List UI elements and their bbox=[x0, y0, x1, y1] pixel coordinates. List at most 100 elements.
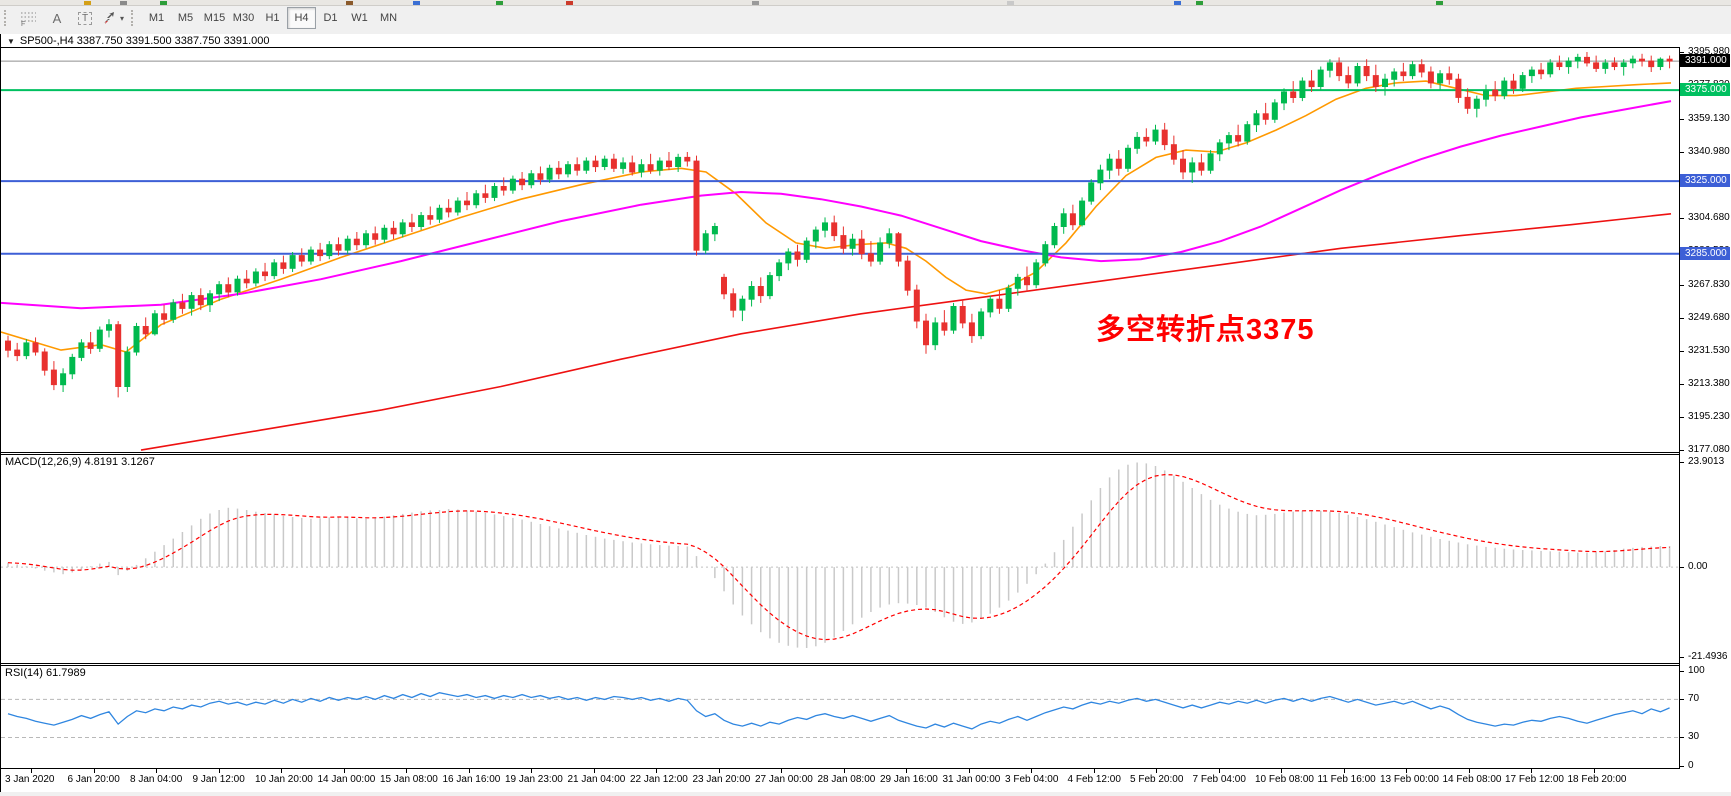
timeframe-button-m30[interactable]: M30 bbox=[232, 12, 255, 24]
candle bbox=[142, 317, 149, 340]
macd-chart[interactable] bbox=[1, 455, 1679, 663]
candlestick-chart[interactable] bbox=[1, 48, 1679, 452]
candle bbox=[1574, 53, 1581, 69]
candle bbox=[904, 255, 911, 296]
candle bbox=[1657, 57, 1664, 71]
candle bbox=[418, 212, 425, 231]
time-axis[interactable]: 3 Jan 2020 6 Jan 20:00 8 Jan 04:00 9 Jan 12… bbox=[1, 769, 1679, 792]
time-axis-label: 4 Feb 12:00 bbox=[1067, 774, 1121, 785]
candle bbox=[592, 155, 599, 172]
candle bbox=[1042, 241, 1049, 267]
arrows-dropdown-caret[interactable]: ▾ bbox=[119, 13, 124, 23]
time-axis-tick bbox=[968, 769, 970, 773]
candle bbox=[1464, 88, 1471, 114]
candle bbox=[390, 221, 397, 240]
arrows-tool-button[interactable]: ▾ bbox=[100, 7, 126, 29]
main-panel-top-border bbox=[1, 47, 1679, 48]
candle bbox=[1189, 157, 1196, 183]
text-tool-button[interactable]: A bbox=[44, 7, 70, 29]
candle bbox=[877, 237, 884, 265]
toolbar-grip[interactable] bbox=[131, 10, 136, 26]
toolbar-grip[interactable] bbox=[4, 10, 9, 26]
candle bbox=[776, 259, 783, 282]
price-axis-label: 3195.230 bbox=[1688, 411, 1730, 422]
candle bbox=[1473, 95, 1480, 118]
candle bbox=[675, 153, 682, 172]
candle bbox=[1317, 66, 1324, 91]
rsi-axis-label: 100 bbox=[1688, 664, 1705, 676]
candle bbox=[197, 288, 204, 311]
ma-mid-magenta[interactable] bbox=[1, 100, 1672, 310]
price-badge-3285-000: 3285.000 bbox=[1680, 246, 1730, 260]
timeframe-button-d1[interactable]: D1 bbox=[323, 12, 338, 24]
axis-tick-dash bbox=[1680, 567, 1684, 569]
chart-title-bar[interactable]: ▼ SP500-,H4 3387.750 3391.500 3387.750 3… bbox=[1, 35, 1679, 47]
candle bbox=[1152, 124, 1159, 145]
candle bbox=[1125, 144, 1131, 172]
candle bbox=[1244, 121, 1251, 145]
candle bbox=[1354, 62, 1361, 87]
timeframe-button-m1[interactable]: M1 bbox=[148, 12, 165, 24]
time-axis-tick bbox=[531, 769, 532, 773]
timeframe-button-m5[interactable]: M5 bbox=[177, 12, 194, 24]
ma-fast-orange[interactable] bbox=[1, 80, 1672, 353]
rsi-chart[interactable] bbox=[1, 666, 1679, 768]
rsi-panel-top-border bbox=[1, 665, 1679, 666]
candle bbox=[822, 217, 828, 238]
candle bbox=[1372, 64, 1379, 92]
time-axis-label: 23 Jan 20:00 bbox=[692, 774, 751, 785]
clipped-toolbar-icon bbox=[84, 1, 91, 5]
candle bbox=[1455, 73, 1462, 103]
candle bbox=[923, 313, 929, 354]
text-label-tool-button[interactable]: T bbox=[72, 7, 98, 29]
candle bbox=[987, 295, 994, 318]
candle bbox=[555, 161, 562, 180]
axis-tick-dash bbox=[1680, 351, 1684, 352]
time-axis-tick bbox=[1031, 769, 1032, 773]
candle bbox=[913, 284, 920, 329]
axis-tick-dash bbox=[1680, 737, 1684, 739]
candle bbox=[207, 290, 213, 312]
candle bbox=[491, 182, 498, 202]
candle bbox=[537, 166, 544, 185]
candle bbox=[721, 273, 727, 300]
candle bbox=[454, 197, 461, 216]
candle bbox=[1519, 72, 1526, 92]
candle bbox=[546, 164, 553, 183]
candle bbox=[1079, 197, 1086, 227]
axis-tick-dash bbox=[1680, 699, 1684, 701]
price-axis[interactable]: 3395.9803377.8303359.1303340.9803322.830… bbox=[1680, 34, 1731, 792]
axis-tick-dash bbox=[1680, 670, 1684, 672]
price-axis-label: 3304.680 bbox=[1688, 212, 1730, 223]
candle bbox=[886, 228, 893, 249]
candle bbox=[78, 339, 85, 362]
time-axis-label: 5 Feb 20:00 bbox=[1130, 774, 1184, 785]
chart-text-annotation[interactable]: 多空转折点3375 bbox=[1096, 314, 1315, 346]
candle bbox=[298, 248, 305, 267]
chart-collapse-icon[interactable]: ▼ bbox=[7, 36, 15, 46]
candle bbox=[225, 277, 232, 298]
chart-window: ▼ SP500-,H4 3387.750 3391.500 3387.750 3… bbox=[0, 34, 1731, 792]
candle bbox=[307, 246, 314, 265]
timeframe-button-m15[interactable]: M15 bbox=[203, 12, 226, 24]
time-axis-label: 28 Jan 08:00 bbox=[817, 774, 876, 785]
candle bbox=[693, 155, 700, 256]
candle bbox=[1299, 77, 1306, 102]
timeframe-button-h1[interactable]: H1 bbox=[265, 12, 280, 24]
candle bbox=[5, 335, 11, 358]
candle bbox=[96, 326, 103, 352]
timeframe-button-w1[interactable]: W1 bbox=[351, 12, 368, 24]
time-axis-label: 8 Jan 04:00 bbox=[130, 774, 183, 785]
timeframe-button-h4[interactable]: H4 bbox=[287, 7, 316, 29]
time-axis-tick bbox=[468, 769, 470, 773]
time-axis-label: 21 Jan 04:00 bbox=[567, 774, 626, 785]
ma-slow-red[interactable] bbox=[140, 213, 1672, 451]
candle bbox=[1161, 122, 1168, 151]
candle bbox=[408, 213, 415, 232]
timeframe-button-mn[interactable]: MN bbox=[379, 12, 398, 24]
fibonacci-tool-button[interactable]: F bbox=[16, 7, 42, 29]
candle bbox=[115, 321, 122, 398]
candle bbox=[124, 346, 131, 392]
candle bbox=[1629, 55, 1636, 69]
candle bbox=[1363, 59, 1370, 82]
